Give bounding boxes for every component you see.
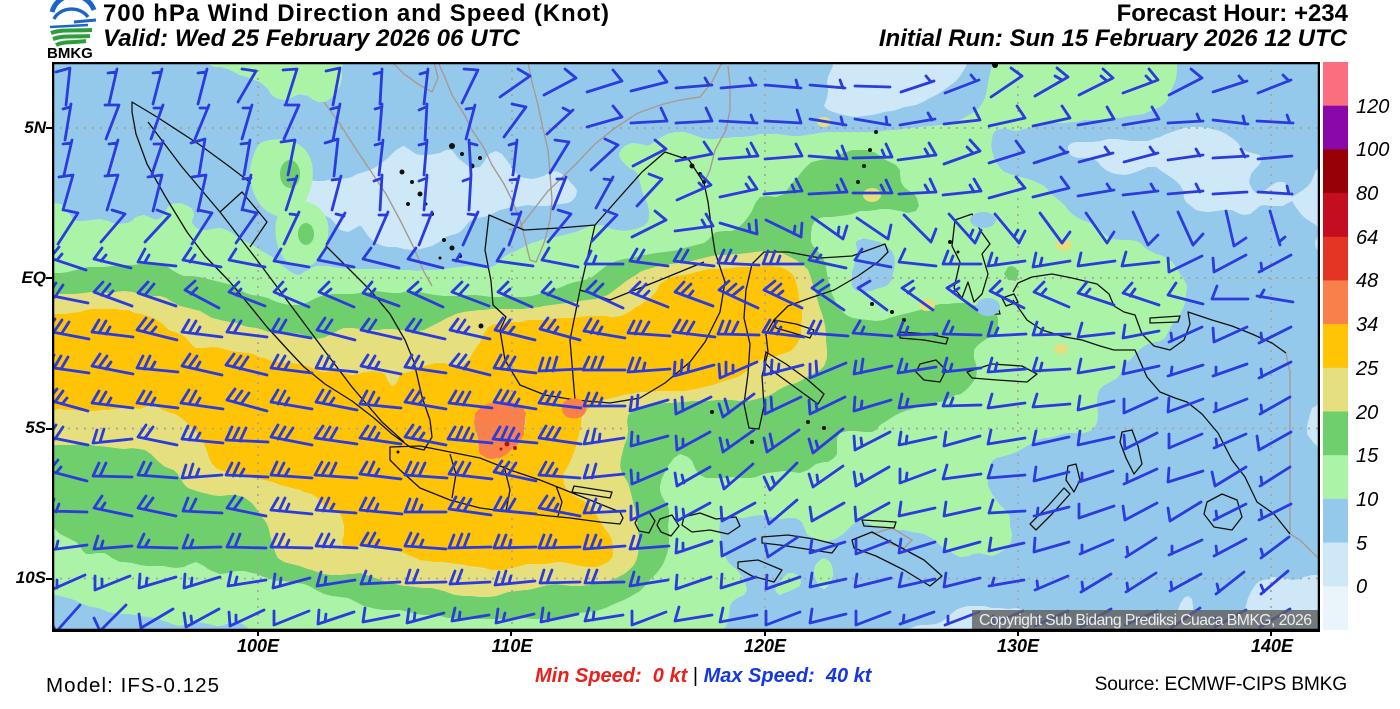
svg-text:Copyright Sub Bidang Prediksi: Copyright Sub Bidang Prediksi Cuaca BMKG…	[979, 612, 1312, 629]
svg-text:BMKG: BMKG	[47, 45, 93, 60]
